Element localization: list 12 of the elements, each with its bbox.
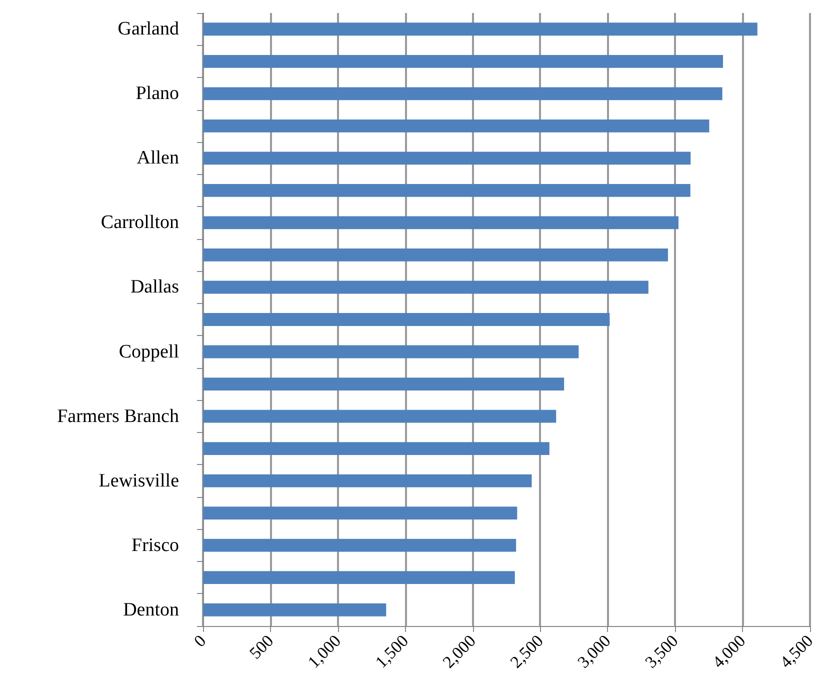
- y-tick-label: Farmers Branch: [57, 406, 180, 427]
- x-tick-label: 0: [190, 631, 210, 651]
- y-tick-label: Denton: [123, 599, 180, 620]
- y-tick-label: Allen: [136, 148, 180, 169]
- x-tick-label: 500: [246, 631, 278, 663]
- y-tick-label: Lewisville: [98, 470, 179, 492]
- y-tick-label: Carrollton: [100, 212, 180, 234]
- y-tick-label: Garland: [118, 18, 180, 40]
- y-tick-label: Dallas: [130, 276, 179, 298]
- y-tick-label: Coppell: [118, 341, 179, 362]
- y-tick-label: Frisco: [132, 534, 179, 556]
- y-tick-label: Plano: [136, 83, 179, 104]
